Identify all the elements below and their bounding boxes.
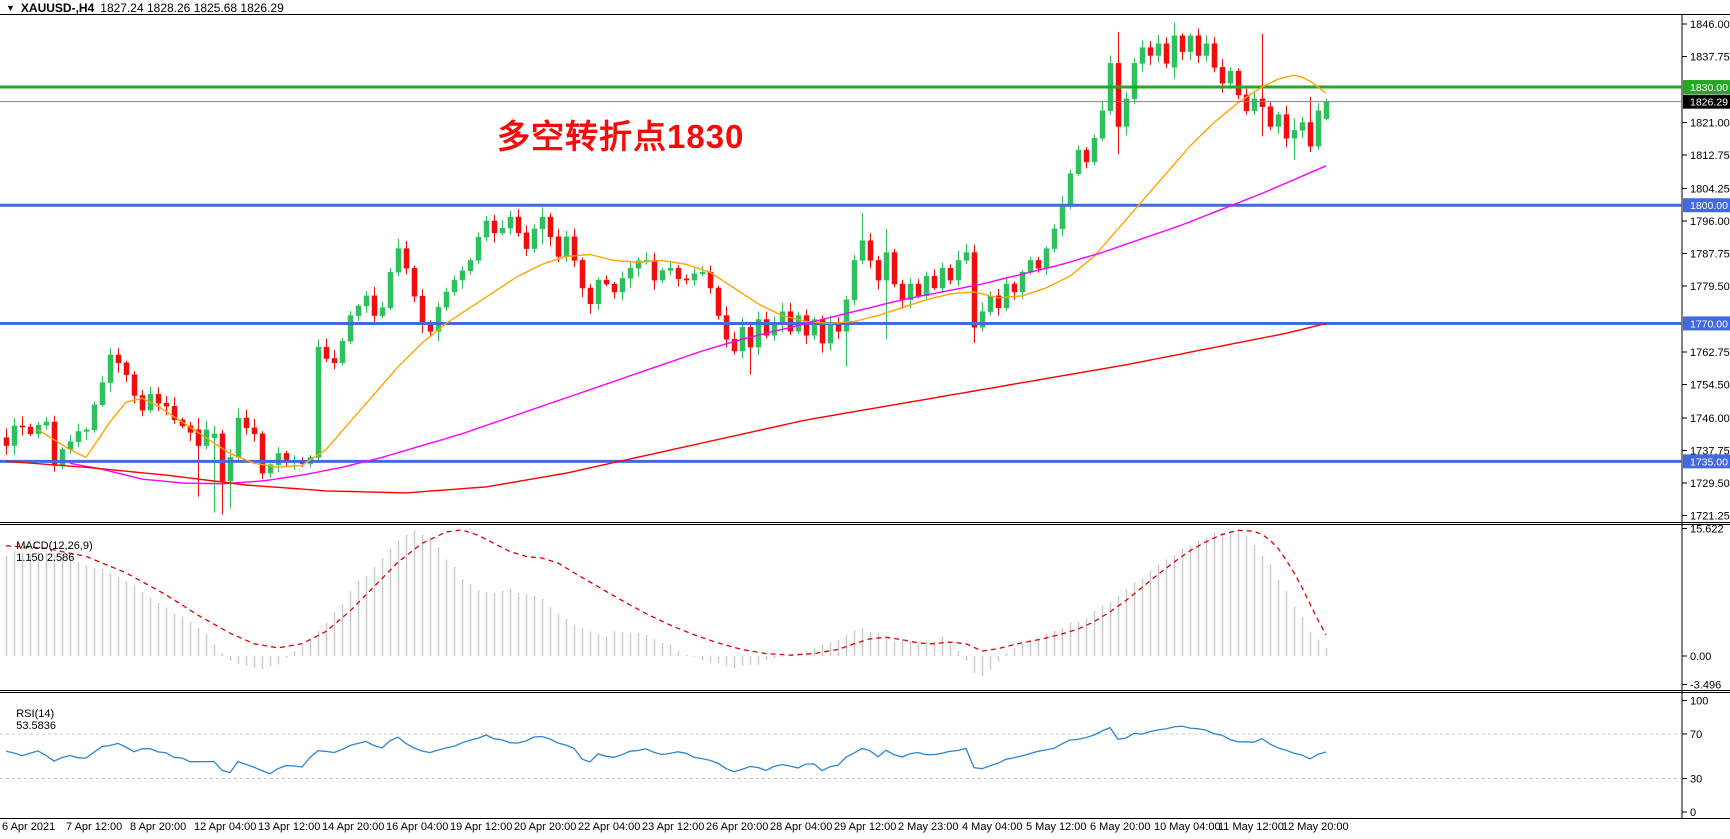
time-axis-label: 29 Apr 12:00 [834, 821, 896, 833]
time-axis-label: 14 Apr 20:00 [322, 821, 384, 833]
rsi-line [5, 725, 1327, 775]
candles-layer [3, 22, 1330, 515]
time-axis-label: 12 May 20:00 [1282, 821, 1349, 833]
svg-text:1830.00: 1830.00 [1690, 82, 1728, 94]
rsi-tick-label: 100 [1690, 696, 1708, 708]
macd-tick-label: 0.00 [1690, 651, 1711, 663]
price-badge-1830.00: 1830.00 [1683, 80, 1730, 95]
svg-text:1735.00: 1735.00 [1690, 456, 1728, 468]
ma-slow-red [5, 322, 1327, 494]
rsi-tick-label: 0 [1690, 807, 1696, 819]
macd-pane: 15.622 0.00 -3.496 [5, 524, 1724, 692]
macd-histogram [5, 529, 1328, 677]
price-tick-label: 1796.00 [1690, 216, 1730, 228]
price-badge-1735.00: 1735.00 [1683, 454, 1730, 469]
price-tick-label: 1787.75 [1690, 249, 1730, 261]
ma-fast-orange [37, 74, 1327, 469]
macd-indicator-label: MACD(12,26,9) 1.150 2.586 [4, 528, 93, 576]
price-tick-label: 1729.50 [1690, 478, 1730, 490]
rsi-values: 53.5836 [16, 720, 56, 732]
time-axis[interactable]: 6 Apr 2021 7 Apr 12:00 8 Apr 20:00 12 Apr 0… [2, 821, 1349, 833]
time-axis-label: 20 Apr 20:00 [514, 821, 576, 833]
macd-tick-label: 15.622 [1690, 524, 1724, 536]
price-tick-label: 1821.00 [1690, 118, 1730, 130]
price-tick-label: 1804.25 [1690, 183, 1730, 195]
chart-symbol-period: XAUUSD-,H4 [20, 1, 95, 15]
svg-text:1800.00: 1800.00 [1690, 200, 1728, 212]
time-axis-label: 13 Apr 12:00 [258, 821, 320, 833]
price-axis[interactable]: 1846.00 1837.75 1821.00 1812.75 1804.25 1796.… [1682, 19, 1730, 523]
price-tick-label: 1837.75 [1690, 52, 1730, 64]
macd-name: MACD(12,26,9) [16, 540, 93, 552]
time-axis-label: 7 Apr 12:00 [66, 821, 122, 833]
annotation-text: 多空转折点1830 [497, 118, 745, 155]
pane-borders [0, 14, 1730, 819]
rsi-pane: 100 70 30 0 [0, 696, 1708, 819]
svg-text:1770.00: 1770.00 [1690, 318, 1728, 330]
time-axis-label: 6 Apr 2021 [2, 821, 55, 833]
price-tick-label: 1812.75 [1690, 150, 1730, 162]
price-tick-label: 1721.25 [1690, 511, 1730, 523]
price-badge-1770.00: 1770.00 [1683, 316, 1730, 331]
time-axis-label: 12 Apr 04:00 [194, 821, 256, 833]
time-axis-label: 6 May 20:00 [1090, 821, 1151, 833]
time-axis-label: 2 May 23:00 [898, 821, 959, 833]
time-axis-label: 4 May 04:00 [962, 821, 1023, 833]
main-price-pane [0, 22, 1682, 515]
price-tick-label: 1779.50 [1690, 281, 1730, 293]
time-axis-label: 8 Apr 20:00 [130, 821, 186, 833]
price-tick-label: 1746.00 [1690, 413, 1730, 425]
time-axis-label: 16 Apr 04:00 [386, 821, 448, 833]
price-tick-label: 1754.50 [1690, 380, 1730, 392]
ma-mid-magenta [69, 165, 1327, 485]
horizontal-price-lines[interactable] [0, 85, 1682, 463]
macd-tick-label: -3.496 [1690, 680, 1721, 692]
rsi-tick-label: 70 [1690, 729, 1702, 741]
rsi-name: RSI(14) [16, 708, 55, 720]
macd-values: 1.150 2.586 [16, 552, 75, 564]
time-axis-label: 10 May 04:00 [1154, 821, 1221, 833]
time-axis-label: 19 Apr 12:00 [450, 821, 512, 833]
time-axis-label: 22 Apr 04:00 [578, 821, 640, 833]
symbol-dropdown-icon[interactable]: ▼ [6, 3, 15, 13]
rsi-indicator-label: RSI(14) 53.5836 [4, 696, 56, 744]
price-badge-1826.29: 1826.29 [1683, 94, 1730, 109]
time-axis-label: 5 May 12:00 [1026, 821, 1087, 833]
price-tick-label: 1846.00 [1690, 19, 1730, 31]
chart-ohlc-values: 1827.24 1828.26 1825.68 1826.29 [100, 1, 284, 15]
rsi-tick-label: 30 [1690, 774, 1702, 786]
time-axis-label: 28 Apr 04:00 [770, 821, 832, 833]
svg-text:1826.29: 1826.29 [1690, 97, 1728, 109]
price-tick-label: 1762.75 [1690, 347, 1730, 359]
price-badge-1800.00: 1800.00 [1683, 198, 1730, 213]
macd-signal-line [5, 529, 1327, 656]
time-axis-label: 11 May 12:00 [1218, 821, 1284, 833]
chart-title-bar: ▼ XAUUSD-,H4 1827.24 1828.26 1825.68 182… [6, 1, 284, 15]
time-axis-label: 26 Apr 20:00 [706, 821, 768, 833]
time-axis-label: 23 Apr 12:00 [642, 821, 704, 833]
